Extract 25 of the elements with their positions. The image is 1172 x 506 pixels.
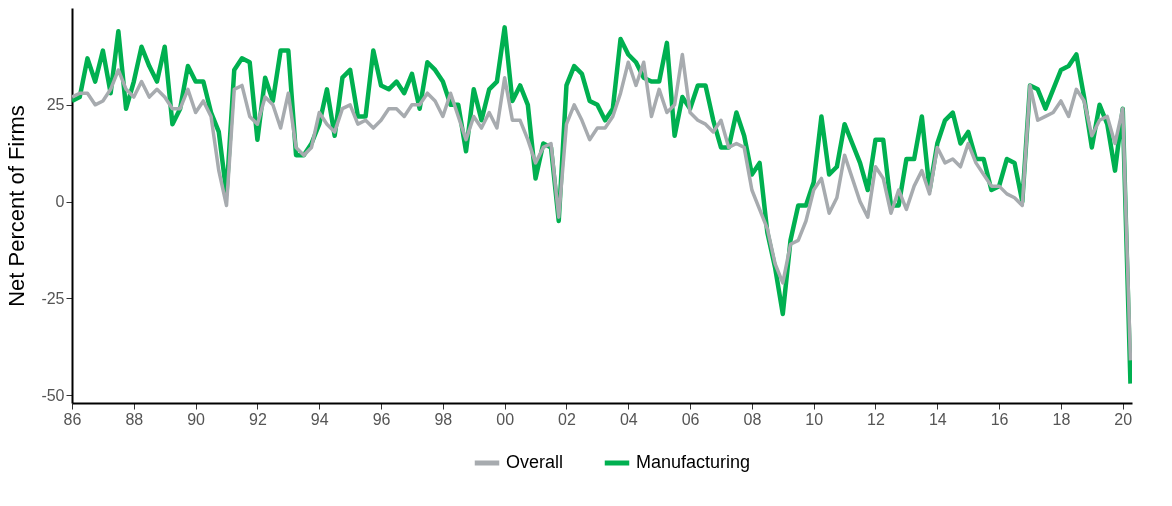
x-tick-label: 12 xyxy=(867,410,885,428)
x-tick-label: 92 xyxy=(249,410,267,428)
y-tick-label: -50 xyxy=(41,386,65,404)
x-tick-label: 16 xyxy=(990,410,1009,428)
x-tick-label: 08 xyxy=(743,410,762,428)
y-tick-label: 0 xyxy=(55,193,65,211)
legend-label: Manufacturing xyxy=(636,452,751,472)
x-tick-label: 96 xyxy=(372,410,391,428)
x-tick-label: 90 xyxy=(187,410,206,428)
x-tick-label: 20 xyxy=(1114,410,1133,428)
x-tick-label: 88 xyxy=(125,410,144,428)
x-tick-label: 04 xyxy=(619,410,638,428)
legend-label: Overall xyxy=(506,452,564,472)
x-tick-label: 00 xyxy=(496,410,515,428)
y-tick-label: -25 xyxy=(41,289,65,307)
x-tick-label: 10 xyxy=(805,410,824,428)
x-tick-label: 02 xyxy=(558,410,576,428)
x-tick-label: 18 xyxy=(1052,410,1071,428)
x-tick-label: 06 xyxy=(681,410,700,428)
x-tick-label: 94 xyxy=(310,410,329,428)
y-axis-title: Net Percent of Firms xyxy=(4,105,30,307)
x-tick-label: 14 xyxy=(928,410,947,428)
x-tick-label: 98 xyxy=(434,410,453,428)
y-tick-label: 25 xyxy=(46,96,65,114)
x-tick-label: 86 xyxy=(63,410,82,428)
